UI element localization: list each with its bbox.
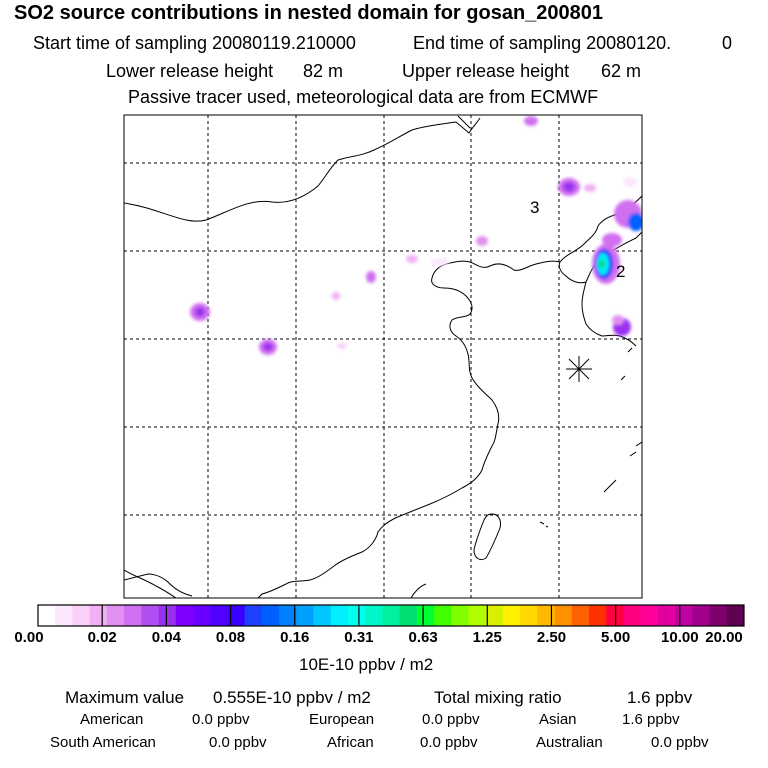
colorbar-cell — [623, 605, 642, 626]
colorbar-tick-label: 0.00 — [14, 629, 44, 646]
colorbar-cell — [106, 605, 125, 626]
colorbar-cell — [38, 605, 56, 626]
colorbar-cell — [175, 605, 194, 626]
colorbar-tick-label: 2.50 — [536, 629, 567, 646]
end-time-value: 0 — [722, 33, 733, 53]
lower-release-value: 82 m — [303, 61, 344, 81]
upper-release-label: Upper release height — [402, 61, 570, 81]
colorbar-cell — [537, 605, 556, 626]
region-name-european: European — [309, 711, 375, 728]
map-title: SO2 source contributions in nested domai… — [14, 2, 604, 24]
region-name-australian: Australian — [536, 734, 603, 751]
colorbar-tick-label: 5.00 — [601, 629, 631, 646]
colorbar-cell — [485, 605, 504, 626]
colorbar-cell — [227, 605, 246, 626]
lower-release-label: Lower release height — [106, 61, 274, 81]
colorbar-cell — [554, 605, 573, 626]
colorbar-cell — [141, 605, 160, 626]
colorbar-frame — [37, 604, 745, 627]
colorbar-cell — [192, 605, 211, 626]
colorbar-cell — [124, 605, 142, 626]
colorbar-cell — [571, 605, 590, 626]
colorbar-cell — [382, 605, 401, 626]
region-name-african: African — [327, 734, 374, 751]
colorbar-cell — [589, 605, 607, 626]
colorbar-cell — [640, 605, 659, 626]
map-frame — [123, 114, 643, 599]
colorbar-cell — [296, 605, 315, 626]
region-name-south-american: South American — [50, 734, 156, 751]
colorbar-tick-label: 1.25 — [472, 629, 502, 646]
colorbar-tick-label: 0.08 — [215, 629, 246, 646]
start-time-label: Start time of sampling 20080119.210000 — [33, 33, 356, 53]
colorbar-cell — [434, 605, 452, 626]
region-value-south-american: 0.0 ppbv — [209, 734, 267, 751]
colorbar-cell — [468, 605, 487, 626]
end-time-label: End time of sampling 20080120. — [413, 33, 672, 53]
colorbar-cell — [399, 605, 418, 626]
max-value-label: Maximum value — [65, 688, 185, 707]
tracer-note: Passive tracer used, meteorological data… — [128, 87, 599, 107]
colorbar-cell — [261, 605, 280, 626]
colorbar-cell — [451, 605, 469, 626]
colorbar-cell — [726, 605, 745, 626]
colorbar-cell — [657, 605, 676, 626]
colorbar-cell — [692, 605, 711, 626]
colorbar-unit: 10E-10 ppbv / m2 — [299, 655, 434, 674]
region-label-2: 2 — [616, 262, 625, 281]
region-value-asian: 1.6 ppbv — [622, 711, 680, 728]
colorbar-tick-label: 0.04 — [151, 629, 181, 646]
region-value-african: 0.0 ppbv — [420, 734, 478, 751]
colorbar-cell — [313, 605, 332, 626]
colorbar-cell — [675, 605, 693, 626]
colorbar-tick-label: 20.00 — [705, 629, 743, 646]
colorbar-cell — [502, 605, 521, 626]
total-mixing-label: Total mixing ratio — [434, 688, 562, 707]
colorbar-cell — [520, 605, 538, 626]
colorbar-tick-label: 10.00 — [661, 629, 699, 646]
colorbar-cell — [347, 605, 366, 626]
colorbar-cell — [330, 605, 349, 626]
colorbar-tick-label: 0.63 — [408, 629, 438, 646]
region-value-american: 0.0 ppbv — [192, 711, 250, 728]
total-mixing-value: 1.6 ppbv — [627, 688, 693, 707]
region-value-australian: 0.0 ppbv — [651, 734, 709, 751]
colorbar-cell — [244, 605, 263, 626]
colorbar-cell — [709, 605, 728, 626]
colorbar-tick-label: 0.16 — [280, 629, 310, 646]
colorbar-tick-label: 0.31 — [344, 629, 374, 646]
max-value: 0.555E-10 ppbv / m2 — [213, 688, 371, 707]
receptor-star-icon — [566, 356, 592, 382]
colorbar-cell — [89, 605, 108, 626]
colorbar-cell — [279, 605, 297, 626]
region-label-3: 3 — [530, 198, 539, 217]
upper-release-value: 62 m — [601, 61, 642, 81]
colorbar-tick-label: 0.02 — [87, 629, 117, 646]
lat-lon-grid — [124, 115, 642, 598]
region-name-american: American — [80, 711, 144, 728]
colorbar-cell — [416, 605, 435, 626]
colorbar-cell — [55, 605, 73, 626]
colorbar-cell — [158, 605, 177, 626]
colorbar-cell — [210, 605, 228, 626]
region-value-european: 0.0 ppbv — [422, 711, 480, 728]
so2-plumes — [190, 116, 642, 355]
colorbar-cell — [72, 605, 91, 626]
colorbar-cell — [365, 605, 383, 626]
region-name-asian: Asian — [539, 711, 577, 728]
